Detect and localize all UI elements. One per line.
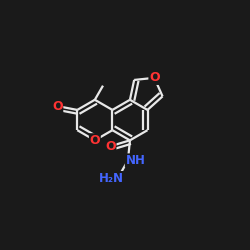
Text: O: O	[52, 100, 63, 112]
Text: O: O	[90, 134, 100, 147]
Text: O: O	[105, 140, 116, 153]
Text: NH: NH	[126, 154, 145, 167]
Text: O: O	[149, 71, 160, 84]
Text: H₂N: H₂N	[99, 172, 124, 184]
